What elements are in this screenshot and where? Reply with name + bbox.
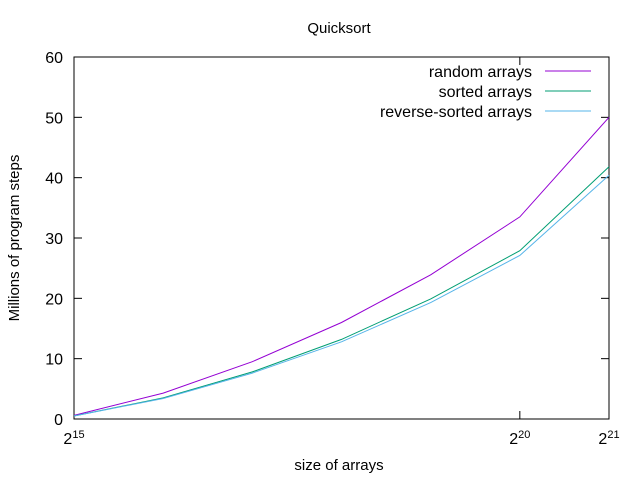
y-tick-label: 30	[45, 231, 63, 248]
y-tick-label: 50	[45, 110, 63, 127]
legend-label: reverse-sorted arrays	[380, 104, 532, 121]
legend-label: sorted arrays	[439, 84, 532, 101]
y-tick-label: 0	[54, 412, 63, 429]
series-line-reverse-sorted-arrays	[73, 174, 610, 417]
x-tick-base: 2	[509, 431, 518, 448]
y-tick-label: 60	[45, 50, 63, 67]
x-tick-exponent: 20	[518, 429, 530, 441]
legend-label: random arrays	[429, 64, 532, 81]
x-tick-label: 215	[63, 429, 84, 448]
legend: random arrays sorted arrays reverse-sorted…	[380, 64, 591, 121]
y-axis: 0 10 20 30 40 50 60	[45, 50, 609, 429]
series-lines	[73, 116, 610, 417]
y-tick-label: 40	[45, 171, 63, 188]
x-tick-label: 220	[509, 429, 530, 448]
y-tick-label: 20	[45, 291, 63, 308]
y-axis-label: Millions of program steps	[6, 155, 23, 322]
x-tick-label: 221	[598, 429, 619, 448]
x-tick-base: 2	[598, 431, 607, 448]
series-line-random-arrays	[73, 116, 610, 416]
x-axis: 215 220 221	[63, 57, 620, 448]
series-line-sorted-arrays	[73, 166, 610, 417]
x-tick-base: 2	[63, 431, 72, 448]
chart-title: Quicksort	[307, 20, 371, 37]
x-tick-exponent: 21	[607, 429, 619, 441]
y-tick-label: 10	[45, 352, 63, 369]
x-tick-exponent: 15	[72, 429, 84, 441]
x-axis-label: size of arrays	[294, 457, 383, 474]
